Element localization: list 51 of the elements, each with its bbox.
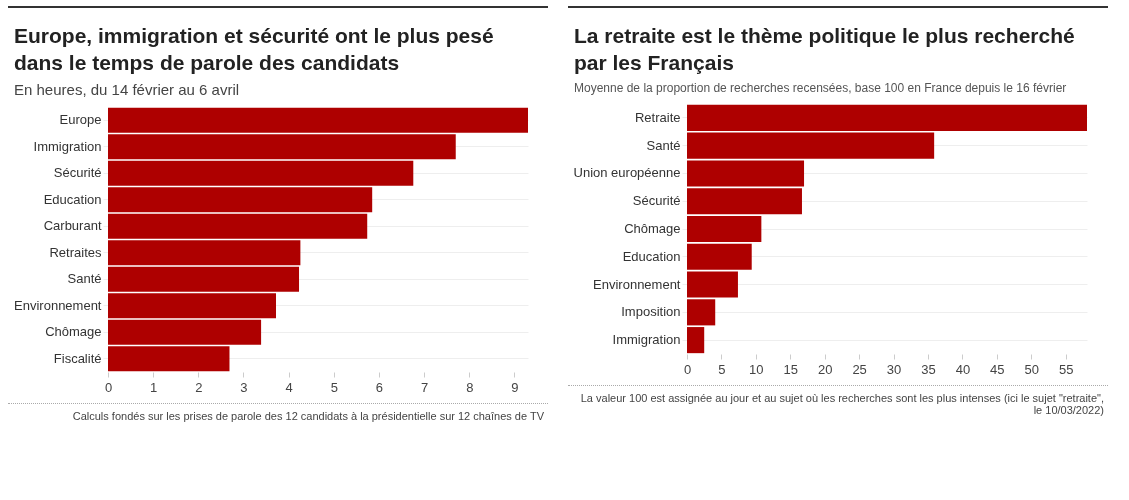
x-tick-label: 50 bbox=[1024, 361, 1039, 377]
chart-subtitle: Moyenne de la proportion de recherches recensées, base 100 en France depuis le 16 février bbox=[574, 80, 1068, 95]
y-tick-label: Chômage bbox=[624, 220, 681, 236]
y-tick-label: Sécurité bbox=[632, 192, 681, 208]
y-tick-label: Santé bbox=[646, 137, 681, 153]
chart-title: Europe, immigration et sécurité ont le plus pesé dans le temps de parole des candidats bbox=[14, 23, 495, 77]
chart-title: La retraite est le thème politique le plus recherché par les Français bbox=[574, 23, 1076, 77]
x-tick-label: 35 bbox=[921, 361, 936, 377]
x-tick-label: 20 bbox=[817, 361, 833, 377]
x-tick-label: 45 bbox=[990, 361, 1005, 377]
x-tick-label: 10 bbox=[749, 361, 764, 377]
x-tick-label: 40 bbox=[955, 361, 971, 377]
y-tick-label: Retraite bbox=[634, 109, 681, 125]
x-tick-label: 30 bbox=[886, 361, 902, 377]
x-tick-label: 25 bbox=[852, 361, 867, 377]
y-tick-label: Fiscalité bbox=[53, 350, 102, 366]
y-tick-label: Imposition bbox=[621, 303, 681, 319]
y-tick-label: Union européenne bbox=[573, 165, 681, 181]
text: La valeur 100 est assignée au jour et au sujet où les recherches sont les plus intenses (ici le sujet "retraite", le 10/03/2022) bbox=[568, 384, 1108, 422]
x-tick-label: 2 bbox=[195, 379, 203, 395]
bar bbox=[687, 215, 762, 242]
x-tick-label: 9 bbox=[511, 379, 519, 395]
y-tick-label: Chômage bbox=[45, 323, 102, 339]
x-tick-label: 15 bbox=[783, 361, 798, 377]
y-tick-label: Education bbox=[622, 248, 681, 264]
y-tick-label: Europe bbox=[59, 111, 102, 127]
y-tick-label: Immigration bbox=[612, 331, 681, 347]
y-tick-label: Education bbox=[43, 191, 102, 207]
x-tick-label: 5 bbox=[330, 379, 338, 395]
bar bbox=[687, 243, 752, 270]
y-tick-label: Carburant bbox=[43, 217, 102, 233]
x-tick-label: 3 bbox=[240, 379, 248, 395]
y-tick-label: Sécurité bbox=[53, 164, 102, 180]
x-tick-label: 4 bbox=[285, 379, 293, 395]
x-tick-label: 8 bbox=[466, 379, 474, 395]
x-tick-label: 7 bbox=[421, 379, 429, 395]
x-tick-label: 0 bbox=[683, 361, 692, 377]
x-tick-label: 1 bbox=[150, 379, 158, 395]
text: Calculs fondés sur les prises de parole des 12 candidats à la présidentielle sur 12 chaînes de TV bbox=[8, 402, 548, 428]
y-tick-label: Santé bbox=[67, 270, 102, 286]
chart-subtitle: En heures, du 14 février au 6 avril bbox=[14, 80, 241, 98]
bar bbox=[687, 104, 1087, 131]
y-tick-label: Retraites bbox=[49, 244, 102, 260]
x-tick-label: 55 bbox=[1058, 361, 1074, 377]
x-tick-label: 0 bbox=[104, 379, 113, 395]
y-tick-label: Environnement bbox=[14, 297, 102, 313]
x-tick-label: 6 bbox=[375, 379, 384, 395]
y-tick-label: Immigration bbox=[33, 138, 102, 154]
bar bbox=[687, 326, 705, 353]
y-tick-label: Environnement bbox=[593, 276, 681, 292]
x-tick-label: 5 bbox=[718, 361, 726, 377]
